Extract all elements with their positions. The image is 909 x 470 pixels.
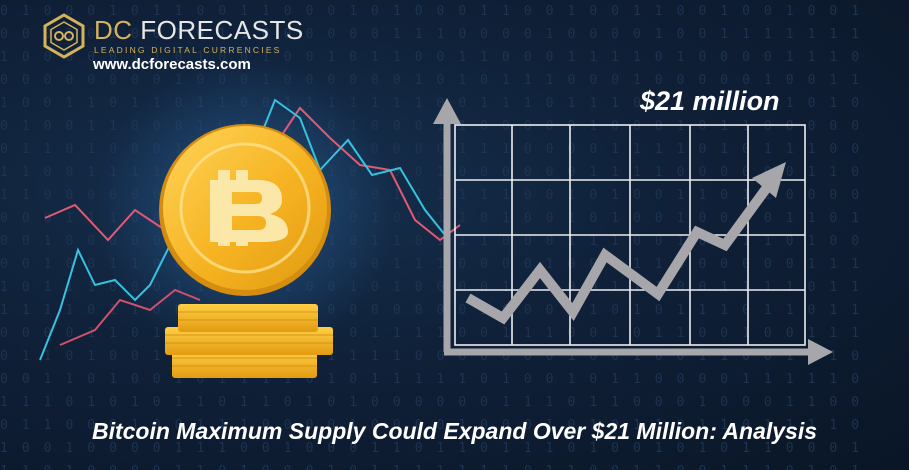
bitcoin-icon [159,124,331,296]
trend-line-red-lower [59,288,201,346]
website-url: www.dcforecasts.com [93,56,251,73]
growth-chart [454,124,806,346]
brand-tagline: LEADING DIGITAL CURRENCIES [94,45,282,55]
headline: Bitcoin Maximum Supply Could Expand Over… [91,418,818,444]
chart-axes [433,98,833,365]
hexagon-logo-icon [43,13,85,59]
brand-name: DC FORECASTS [94,15,304,45]
chart-label: $21 million [640,86,780,116]
brand-logo: DC FORECASTS LEADING DIGITAL CURRENCIES [40,12,304,60]
rising-trend-arrow [465,162,786,325]
coin-stack [165,304,333,378]
